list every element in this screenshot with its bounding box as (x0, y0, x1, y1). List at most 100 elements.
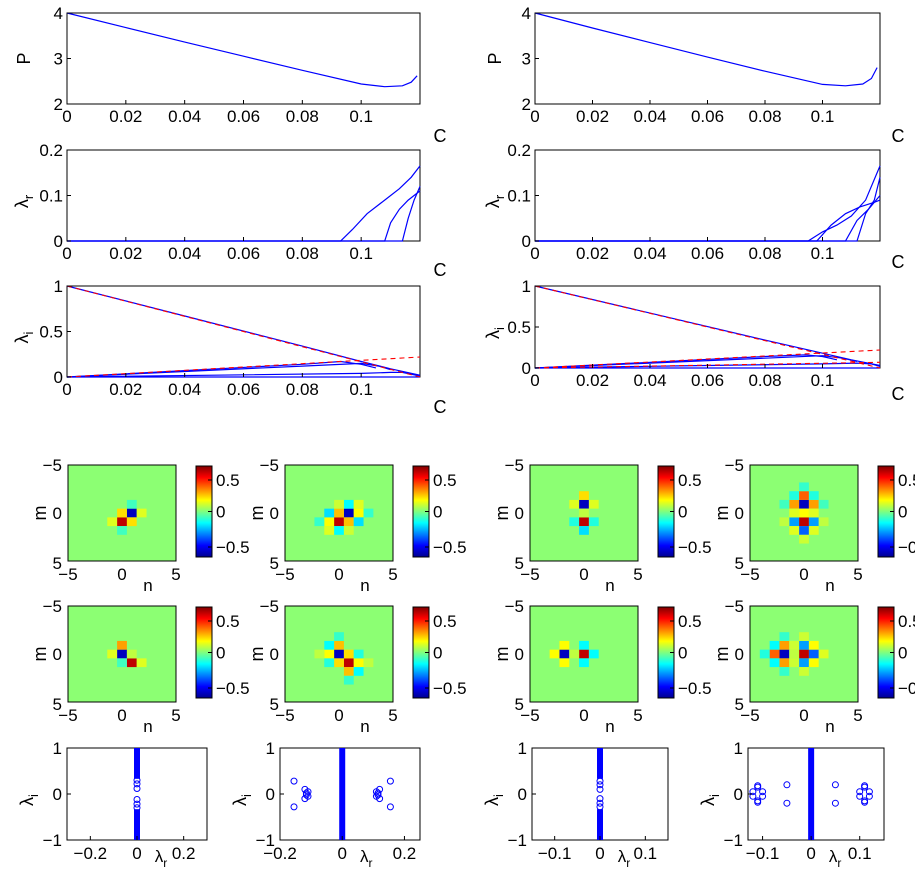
eigenvalue-point-S3-2 (596, 781, 604, 789)
spectrum-band-S1-0 (134, 748, 140, 779)
eigenvalue-point-S2-0 (290, 777, 298, 785)
heatmap-x-tick-H4-1: 0 (799, 565, 808, 584)
eigenvalue-point-S2-1 (290, 803, 298, 811)
heatmap-y-label-H7: m (492, 647, 512, 662)
x-tick-label-P2-0: 0 (530, 107, 539, 126)
scatter-frame-S4 (747, 747, 885, 841)
x-axis-label-LR1: C (434, 260, 447, 280)
y-axis-label-P1: P (14, 52, 34, 64)
eigenvalue-point-S2-14 (372, 788, 380, 796)
eigenvalue-point-S4-17 (783, 799, 791, 807)
heatmap-cell-H4-4 (799, 526, 809, 535)
colorbar-tick-label-H6-1: 0 (433, 644, 442, 663)
heatmap-cell-H2-10 (324, 526, 335, 535)
colorbar-tick-label-H5-1: 0 (216, 644, 225, 663)
series-line-LR1-1 (67, 190, 421, 242)
series-line-LR2-0 (535, 165, 881, 242)
colorbar-tick-label-H8-1: 0 (898, 644, 907, 663)
colorbar-tick-label-H6-0: 0.5 (433, 612, 457, 631)
heatmap-cell-H7-2 (569, 649, 580, 659)
heatmap-y-tick-H8-1: 0 (735, 645, 744, 664)
eigenvalue-point-S4-8 (754, 783, 762, 791)
scatter-x-tick-label-S1-1: 0 (132, 844, 141, 863)
heatmap-x-tick-H2-1: 0 (334, 565, 343, 584)
heatmap-x-tick-H2-0: −5 (275, 565, 294, 584)
heatmap-y-label-text-H8: m (712, 647, 732, 662)
eigenvalue-point-S1-3 (133, 804, 141, 812)
x-tick-label-P1-5: 0.1 (349, 107, 373, 126)
colorbar-tick-label-H2-0: 0.5 (433, 471, 457, 490)
y-axis-label-LI2: λi (483, 327, 507, 339)
scatter-y-tick-label-S2-2: 1 (266, 739, 275, 758)
colorbar-tick-label-H6-2: −0.5 (433, 679, 467, 698)
series-line-LR2-3 (535, 177, 881, 242)
heatmap-cell-H2-4 (324, 517, 335, 527)
x-tick-label-P1-2: 0.04 (168, 107, 201, 126)
series-line-P1-0 (66, 12, 418, 88)
heatmap-cell-H6-3 (343, 667, 354, 676)
scatter-y-label-S4: λi (698, 794, 722, 806)
heatmap-x-label-H8: n (825, 717, 834, 736)
colorbar-tick-label-H8-0: 0.5 (898, 612, 915, 631)
heatmap-cell-H8-15 (759, 649, 770, 659)
eigenvalue-point-S4-12 (865, 788, 873, 796)
eigenvalue-point-S2-8 (304, 788, 312, 796)
x-tick-label-LI1-0: 0 (62, 380, 71, 399)
scatter-x-tick-label-S3-1: 0 (595, 844, 604, 863)
heatmap-cell-H6-15 (363, 658, 374, 668)
heatmap-cell-H2-13 (363, 508, 374, 518)
heatmap-y-label-H8: m (712, 647, 732, 662)
heatmap-x-tick-H5-1: 0 (117, 706, 126, 725)
heatmap-y-tick-H7-1: 0 (515, 645, 524, 664)
heatmap-cell-H5-4 (117, 658, 127, 668)
heatmap-cell-H1-1 (126, 508, 137, 518)
scatter-y-label-S2-text: λi (230, 794, 254, 806)
heatmap-x-tick-H8-1: 0 (799, 706, 808, 725)
x-tick-label-P1-3: 0.06 (227, 107, 260, 126)
y-tick-label-LI1-0: 0 (54, 368, 63, 387)
heatmap-cell-H2-15 (334, 499, 344, 509)
x-tick-label-LR2-2: 0.04 (633, 244, 666, 263)
scatter-y-tick-label-S4-2: 1 (734, 739, 743, 758)
heatmap-cell-H5-1 (126, 658, 137, 668)
heatmap-cell-H4-3 (799, 491, 809, 500)
eigenvalue-point-S4-9 (754, 797, 762, 805)
y-tick-label-LI2-2: 1 (522, 277, 531, 296)
heatmap-y-tick-H1-1: 0 (53, 504, 62, 523)
heatmap-y-label-text-H1: m (30, 506, 50, 521)
scatter-y-tick-label-S3-2: 1 (518, 739, 527, 758)
x-axis-label-P1: C (434, 126, 447, 146)
x-tick-label-LR1-5: 0.1 (349, 244, 373, 263)
x-tick-label-LR2-3: 0.06 (691, 244, 724, 263)
eigenvalue-point-S4-11 (856, 792, 864, 800)
eigenvalue-point-S3-1 (596, 795, 604, 803)
scatter-x-tick-label-S2-2: 0.2 (393, 844, 417, 863)
heatmap-y-tick-H6-2: 5 (270, 695, 279, 714)
colorbar-tick-label-H7-0: 0.5 (678, 612, 702, 631)
scatter-x-label-S1-text: λr (155, 847, 168, 870)
heatmap-y-label-H1: m (30, 506, 50, 521)
y-tick-label-LI2-1: 0.5 (507, 318, 531, 337)
heatmap-cell-H2-14 (343, 526, 354, 535)
eigenvalue-point-S4-6 (749, 788, 757, 796)
eigenvalue-point-S1-4 (133, 780, 141, 788)
x-tick-label-LI1-1: 0.02 (109, 380, 142, 399)
heatmap-cell-H1-6 (117, 526, 127, 535)
heatmap-cell-H2-5 (353, 508, 364, 518)
heatmap-cell-H4-0 (799, 499, 809, 509)
heatmap-y-tick-H5-2: 5 (53, 695, 62, 714)
heatmap-x-tick-H7-0: −5 (520, 706, 539, 725)
heatmap-cell-H6-6 (324, 649, 335, 659)
heatmap-y-tick-H7-0: −5 (505, 597, 524, 616)
colorbar-tick-label-H1-2: −0.5 (216, 538, 250, 557)
heatmap-cell-H2-9 (343, 499, 354, 509)
heatmap-cell-H4-16 (799, 534, 809, 544)
x-tick-label-P2-4: 0.08 (748, 107, 781, 126)
heatmap-y-tick-H1-0: −5 (43, 456, 62, 475)
heatmap-frame-H4 (749, 464, 859, 562)
scatter-y-label-S2: λi (230, 794, 254, 806)
heatmap-cell-H6-8 (324, 640, 335, 650)
y-tick-label-LI1-2: 1 (54, 277, 63, 296)
eigenvalue-point-S4-18 (831, 781, 839, 789)
